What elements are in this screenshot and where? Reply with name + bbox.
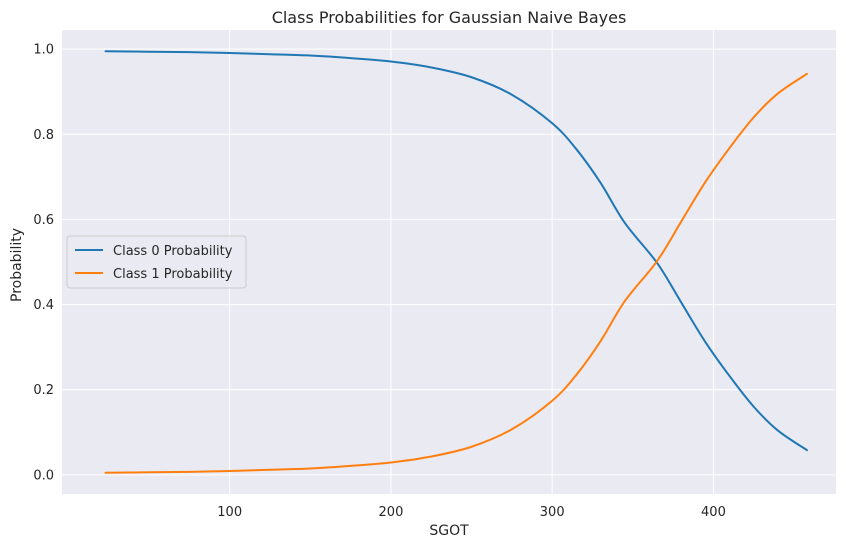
x-tick-label: 400	[701, 505, 726, 520]
y-tick-label: 0.0	[33, 468, 54, 483]
series-line-class-1	[104, 72, 808, 474]
y-tick-label: 0.4	[33, 298, 54, 313]
x-tick-label: 100	[217, 505, 242, 520]
y-tick-label: 0.8	[33, 128, 54, 143]
series-line-class-0	[104, 50, 808, 452]
series-layer	[104, 50, 808, 474]
legend-box	[66, 235, 247, 289]
x-tick-labels: 100 200 300 400	[217, 505, 726, 520]
x-axis-label: SGOT	[429, 523, 469, 539]
x-tick-label: 200	[379, 505, 404, 520]
legend: Class 0 Probability Class 1 Probability	[66, 235, 247, 289]
y-tick-label: 0.6	[33, 213, 54, 228]
grid	[62, 30, 836, 494]
y-tick-labels: 0.0 0.2 0.4 0.6 0.8 1.0	[33, 43, 54, 484]
y-tick-label: 1.0	[33, 43, 54, 58]
chart-title: Class Probabilities for Gaussian Naive B…	[272, 8, 627, 27]
legend-label-class-0: Class 0 Probability	[113, 244, 233, 259]
y-axis-label: Probability	[9, 228, 25, 302]
x-tick-label: 300	[540, 505, 565, 520]
legend-label-class-1: Class 1 Probability	[113, 267, 233, 282]
y-tick-label: 0.2	[33, 383, 54, 398]
